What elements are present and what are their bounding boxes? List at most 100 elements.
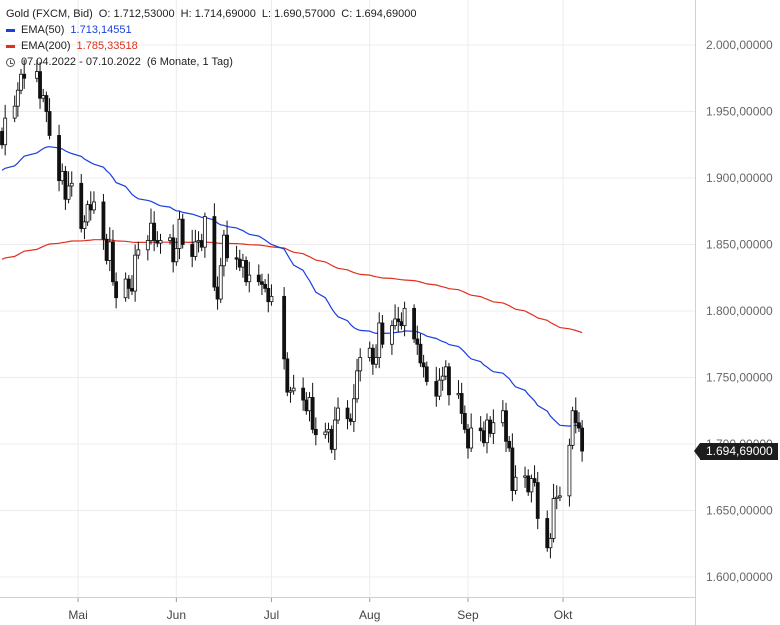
candle-body [107, 241, 112, 261]
candle-body [60, 170, 65, 182]
x-tick-label: Mai [68, 608, 87, 622]
candle-body [34, 71, 39, 79]
candle-body [155, 240, 160, 244]
candle-body [367, 347, 372, 358]
candle-body [241, 260, 245, 268]
candle-body [313, 428, 318, 436]
candle-body [0, 131, 4, 146]
candle-body [82, 221, 87, 229]
open-value: O: 1.712,53000 [98, 8, 175, 20]
candle-body [66, 185, 71, 200]
close-value: C: 1.694,69000 [341, 8, 417, 20]
candle-body [545, 518, 550, 549]
candle-body [158, 240, 163, 244]
x-tick-label: Okt [554, 608, 573, 622]
candle-body [485, 419, 489, 444]
candle-body [443, 366, 448, 377]
candle-body [237, 258, 242, 268]
candle-body [348, 418, 353, 422]
candle-body [507, 440, 512, 449]
candle-body [114, 281, 119, 299]
candle-body [225, 234, 229, 259]
y-tick-label: 1.950,00000 [706, 105, 773, 119]
high-value: H: 1.714,69000 [180, 8, 256, 20]
ema50-label: EMA(50) [21, 24, 65, 36]
candle-body [399, 321, 404, 327]
candle-body [69, 182, 74, 187]
candle-body [38, 71, 42, 99]
candle-body [459, 393, 464, 414]
candle-body [526, 475, 531, 493]
candle-body [478, 427, 483, 432]
candle-body [88, 204, 93, 211]
candle-body [434, 381, 439, 397]
ema200-legend[interactable]: EMA(200) 1.785,33518 [6, 38, 423, 54]
candle-body [402, 307, 407, 327]
candle-body [421, 362, 426, 368]
candle-body [79, 182, 84, 229]
candle-body [104, 238, 109, 261]
candle-body [291, 387, 296, 392]
ema50-value: 1.713,14551 [70, 24, 132, 36]
ema50-legend[interactable]: EMA(50) 1.713,14551 [6, 22, 423, 38]
candle-body [234, 257, 239, 260]
candle-body [215, 286, 220, 300]
range-row[interactable]: 07.04.2022 - 07.10.2022 (6 Monate, 1 Tag… [6, 54, 423, 70]
candle-body [418, 343, 423, 364]
candle-body [513, 476, 518, 491]
candle-body [573, 410, 578, 424]
candle-body [529, 478, 534, 493]
candle-body [447, 366, 451, 396]
x-tick-label: Jul [264, 608, 279, 622]
candle-body [41, 95, 46, 99]
candle-body [288, 390, 293, 393]
candle-body [440, 375, 445, 381]
y-tick-label: 1.800,00000 [706, 304, 773, 318]
candle-body [171, 237, 176, 263]
candle-body [256, 274, 261, 283]
candle-body [177, 218, 182, 249]
grid-lines [0, 0, 695, 597]
candle-body [47, 111, 52, 136]
candle-body [168, 237, 172, 241]
candle-body [244, 260, 248, 283]
candle-body [481, 430, 486, 444]
candle-body [323, 431, 328, 436]
candle-body [351, 398, 356, 422]
candle-body [355, 370, 359, 400]
x-tick-label: Jun [167, 608, 186, 622]
y-tick-label: 1.750,00000 [706, 371, 773, 385]
candle-body [380, 322, 385, 345]
candle-body [396, 318, 401, 323]
instrument-name: Gold (FXCM, Bid) [6, 8, 93, 20]
candle-body [199, 240, 204, 248]
candle-body [374, 357, 378, 365]
candle-body [462, 413, 467, 430]
y-tick-label: 2.000,00000 [706, 38, 773, 52]
candle-body [345, 407, 350, 420]
candle-body [377, 322, 382, 358]
last-price-label: 1.694,69000 [694, 443, 778, 460]
candle-body [329, 428, 334, 450]
candle-body [551, 498, 556, 539]
ema50-layer [1, 146, 583, 428]
candle-body [491, 422, 496, 434]
candle-body [221, 234, 226, 267]
candle-body [570, 410, 575, 446]
candle-body [390, 325, 394, 345]
candle-body [310, 397, 315, 430]
candle-body [412, 307, 417, 340]
candle-body [174, 248, 179, 263]
candle-body [12, 105, 17, 119]
candle-body [326, 428, 331, 433]
ema50-swatch-icon [6, 28, 15, 32]
candle-body [282, 295, 287, 360]
candle-body [301, 387, 306, 401]
candle-body [22, 73, 27, 79]
candle-body [145, 240, 150, 251]
candle-body [111, 241, 115, 283]
candle-body [558, 495, 562, 498]
candle-body [415, 338, 420, 345]
candle-body [152, 222, 157, 241]
